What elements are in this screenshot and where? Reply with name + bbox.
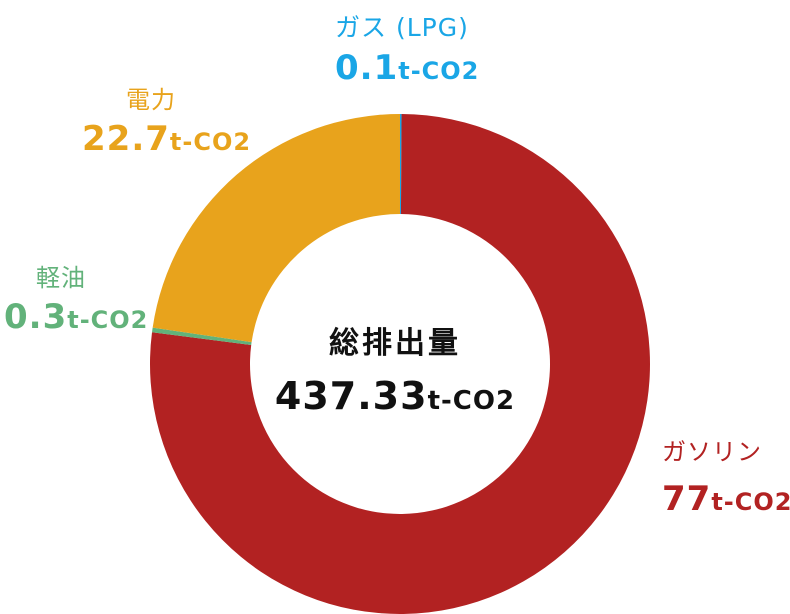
center-title: 総排出量 <box>329 326 461 361</box>
label-electricity-value: 22.7t-CO2 <box>82 119 251 159</box>
label-gas-lpg-name: ガス (LPG) <box>335 13 469 42</box>
label-gasoline-unit: t-CO2 <box>711 488 790 516</box>
label-gasoline-name: ガソリン <box>662 438 762 466</box>
label-diesel-name: 軽油 <box>36 264 86 292</box>
label-diesel-unit: t-CO2 <box>67 306 149 334</box>
slice-diesel <box>152 327 252 345</box>
slice-gasoline <box>149 114 650 614</box>
label-diesel-number: 0.3 <box>4 297 68 337</box>
label-gasoline-value: 77t-CO2 <box>662 479 790 519</box>
label-electricity-unit: t-CO2 <box>169 128 252 156</box>
center-total: 総排出量 437.33t-CO2 <box>250 318 540 418</box>
center-total-number: 437.33 <box>274 374 428 418</box>
label-electricity-number: 22.7 <box>82 119 170 159</box>
slice-gas-lpg <box>400 114 402 215</box>
label-gas-lpg-number: 0.1 <box>335 48 399 88</box>
label-electricity-name: 電力 <box>126 86 176 114</box>
label-diesel-value: 0.3t-CO2 <box>4 297 148 337</box>
slice-electricity <box>152 114 400 343</box>
center-total-unit: t-CO2 <box>427 386 516 416</box>
label-gas-lpg: ガス (LPG) 0.1t-CO2 <box>335 8 479 88</box>
label-gasoline-number: 77 <box>662 479 712 519</box>
label-gasoline: ガソリン 77t-CO2 <box>662 432 790 519</box>
center-total-value: 437.33t-CO2 <box>250 374 540 418</box>
label-gas-lpg-value: 0.1t-CO2 <box>335 48 479 88</box>
label-electricity: 電力 22.7t-CO2 <box>82 80 251 159</box>
label-gas-lpg-unit: t-CO2 <box>398 57 480 85</box>
label-diesel: 軽油 0.3t-CO2 <box>4 258 148 337</box>
